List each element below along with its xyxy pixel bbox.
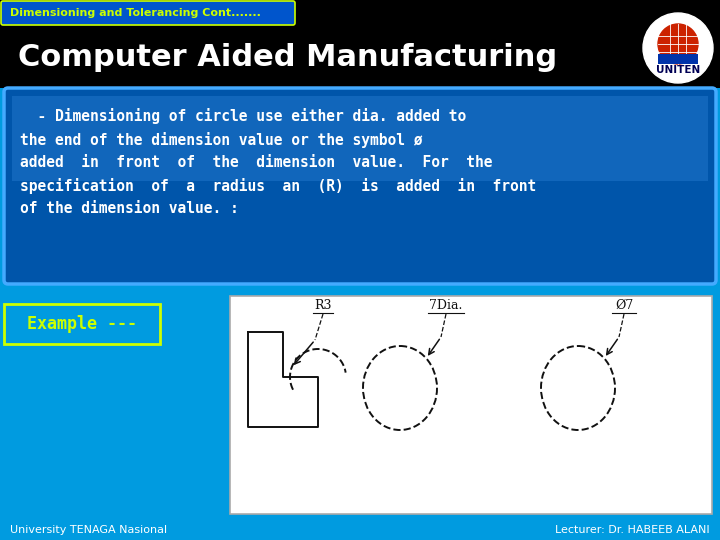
Text: Dimensioning and Tolerancing Cont.......: Dimensioning and Tolerancing Cont....... (10, 8, 261, 18)
Text: UNITEN: UNITEN (656, 65, 700, 75)
FancyBboxPatch shape (230, 296, 712, 514)
Circle shape (658, 24, 698, 64)
Text: Computer Aided Manufacturing: Computer Aided Manufacturing (18, 44, 557, 72)
Text: Example ---: Example --- (27, 315, 137, 333)
FancyBboxPatch shape (4, 304, 160, 344)
Text: R3: R3 (314, 299, 332, 312)
FancyBboxPatch shape (4, 88, 716, 284)
Text: University TENAGA Nasional: University TENAGA Nasional (10, 525, 167, 535)
Text: Ø7: Ø7 (615, 299, 633, 312)
FancyBboxPatch shape (12, 96, 708, 180)
Text: Lecturer: Dr. HABEEB ALANI: Lecturer: Dr. HABEEB ALANI (555, 525, 710, 535)
FancyBboxPatch shape (658, 54, 698, 64)
Text: 7Dia.: 7Dia. (429, 299, 463, 312)
Text: - Dimensioning of circle use either dia. added to
the end of the dimension value: - Dimensioning of circle use either dia.… (20, 108, 536, 216)
FancyBboxPatch shape (1, 1, 295, 25)
Circle shape (643, 13, 713, 83)
FancyBboxPatch shape (0, 0, 720, 88)
